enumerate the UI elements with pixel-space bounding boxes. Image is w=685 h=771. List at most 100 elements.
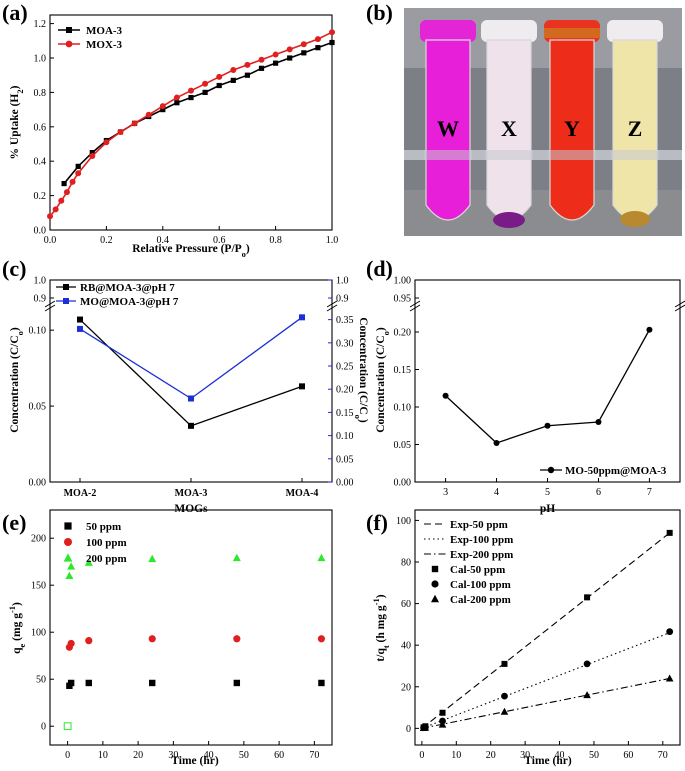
y-tick-label: 0.05 [394, 440, 412, 451]
data-point-50 ppm [318, 679, 325, 687]
data-point-MO@MOA-3@pH 7 [299, 314, 305, 321]
x-tick-label: 0.0 [44, 235, 57, 246]
data-point-Cal-100 ppm [583, 660, 591, 668]
y2-tick-label: 0.15 [336, 408, 354, 419]
data-point-50 ppm [67, 679, 75, 687]
plot-frame [414, 279, 681, 483]
data-point-MOA-3 [89, 150, 95, 156]
y-tick-label: 0.05 [29, 402, 47, 413]
y-axis-label: qe (mg g-1) [7, 602, 27, 654]
data-point-MOX-3 [159, 103, 166, 110]
y-tick-label: 0.0 [34, 226, 47, 237]
y-axis-label: Concentration (C/Co) [375, 327, 391, 433]
data-point-MOX-3 [286, 46, 293, 53]
data-point-200 ppm [317, 553, 326, 562]
y-axis-label-part: (mg g [11, 613, 23, 644]
y-axis-label-part: t [381, 645, 391, 648]
legend-label: MO-50ppm@MOA-3 [565, 465, 667, 477]
data-point-MOX-3 [117, 128, 124, 135]
y-axis-label-part: (h mg g [375, 605, 387, 645]
x-axis-label: pH [540, 503, 555, 515]
y-tick-label: 100 [31, 628, 46, 639]
x-tick-label: 7 [647, 487, 652, 498]
data-point-origin [64, 722, 72, 730]
data-point-MOX-3 [131, 120, 138, 127]
data-point-Cal-50 ppm [439, 709, 446, 716]
data-point-MOX-3 [58, 197, 65, 204]
data-point-MOA-3 [75, 163, 81, 169]
y2-axis-label-part: ) [357, 419, 369, 423]
tube-sediment-Z [620, 211, 650, 227]
data-point-RB@MOA-3@pH 7 [299, 383, 305, 390]
data-point-Cal-200 ppm [421, 723, 430, 731]
y-axis-label-part: % Uptake (H [9, 94, 21, 160]
x-axis-label: MOGs [174, 503, 208, 515]
data-point-200 ppm [67, 562, 76, 570]
x-axis-label-part: Relative Pressure (P/P [132, 243, 241, 255]
y-tick-label: 0.00 [394, 478, 412, 489]
y2-tick-label: 0.10 [336, 431, 354, 442]
y2-tick-label: 0.25 [336, 362, 354, 373]
y2-tick-label: 0.35 [336, 315, 354, 326]
x-tick-label: 6 [596, 487, 601, 498]
legend-label-Exp-50 ppm: Exp-50 ppm [450, 519, 508, 531]
data-point-100 ppm [67, 639, 75, 648]
y-tick-label: 50 [36, 675, 46, 686]
legend-label-MOX-3: MOX-3 [86, 39, 123, 51]
data-point-origin-outline [63, 722, 72, 731]
y-axis-label-part: ) [9, 327, 21, 331]
y-tick-label: 0.8 [34, 88, 47, 99]
legend-marker [547, 466, 555, 474]
x-tick-label: 30 [520, 750, 530, 761]
data-point-200 ppm [65, 571, 74, 579]
y-tick-label: 1.2 [34, 19, 47, 30]
tube-cap-X [481, 20, 537, 42]
data-point-Cal-200 ppm [665, 674, 674, 682]
y-tick-label: 0 [406, 724, 411, 735]
y-axis-label-part: ) [9, 85, 21, 89]
axis-break-left [409, 300, 421, 308]
y-axis-label-part: 2 [15, 89, 25, 93]
data-point-MO@MOA-3@pH 7 [188, 395, 194, 402]
data-point-MO@MOA-3@pH 7 [77, 325, 83, 332]
data-point-50 ppm [233, 679, 241, 687]
axis-break-left [44, 300, 56, 308]
y2-tick-label: 0.20 [336, 385, 354, 396]
tube-rack-overlay-X [485, 150, 533, 160]
tube-sediment-X [493, 212, 525, 228]
x-tick-label: 60 [274, 750, 284, 761]
data-point-MOA-3 [188, 94, 194, 101]
legend-marker-MO@MOA-3@pH 7 [63, 298, 69, 304]
panel-label-b: (b) [366, 0, 393, 25]
data-point-MO-50ppm@MOA-3 [544, 422, 551, 429]
y2-axis-label: Concentration (C/Co) [353, 317, 369, 423]
data-point-MOX-3 [244, 61, 251, 68]
data-point-Cal-200 ppm [438, 720, 447, 728]
y-tick-label: 0.6 [34, 122, 47, 133]
axis-break-left [44, 304, 56, 312]
axis-break-right [674, 300, 685, 308]
chart-c: 0.9 1.0 0.9 1.0 0.00 0.05 0.10 0.00 0.05 0.10 0.15… [9, 276, 369, 516]
x-tick-label: 5 [545, 487, 550, 498]
x-tick-label: 0.6 [213, 235, 226, 246]
data-point-MOX-3 [75, 170, 82, 177]
legend-label-100 ppm: 100 ppm [86, 537, 127, 549]
x-tick-label: 50 [589, 750, 599, 761]
y-axis-label-part: o [15, 331, 25, 335]
legend-label-Cal-100 ppm: Cal-100 ppm [450, 579, 511, 591]
y-tick-label: 1.0 [34, 54, 47, 65]
x-tick-label: 0.4 [157, 235, 170, 246]
x-tick-label: MOA-4 [286, 488, 319, 499]
legend-label-Cal-200 ppm: Cal-200 ppm [450, 594, 511, 606]
data-point-MOX-3 [202, 80, 209, 87]
tube-body-Y [549, 39, 595, 221]
legend-marker-Cal-100 ppm [431, 580, 439, 588]
panel-label-c: (c) [2, 256, 26, 281]
y-tick-label: 20 [401, 682, 411, 693]
y-axis-label: t/qt (h mg g-1) [371, 594, 391, 661]
tube-label-W: W [437, 116, 459, 141]
data-point-MOX-3 [89, 153, 96, 160]
y-axis-label-part: o [381, 331, 391, 335]
x-axis-label: Time (hr) [171, 755, 219, 767]
chart-e: 0 10 20 30 40 50 60 70 0 50 100 150 200 Time (hr) qe (… [7, 509, 333, 767]
